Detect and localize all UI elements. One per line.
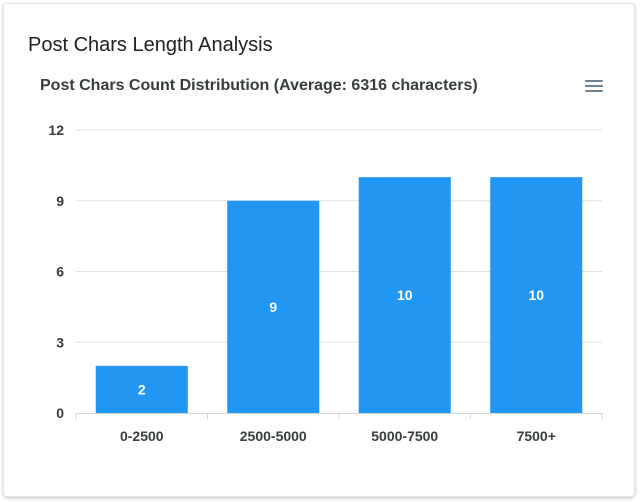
- y-tick-label: 3: [56, 334, 64, 350]
- y-tick-label: 6: [56, 264, 64, 280]
- y-tick-label: 0: [56, 405, 64, 421]
- chart-title: Post Chars Count Distribution (Average: …: [40, 77, 478, 94]
- bar[interactable]: [358, 177, 451, 413]
- hamburger-menu-icon[interactable]: [584, 78, 604, 94]
- y-tick-label: 12: [48, 122, 64, 138]
- x-tick-label: 0-2500: [120, 428, 164, 444]
- y-tick-label: 9: [56, 193, 64, 209]
- data-label: 2: [138, 381, 146, 397]
- bars: 2 9 10 10: [95, 177, 583, 413]
- y-axis: 0 3 6 9 12: [48, 122, 64, 421]
- x-tick-label: 5000-7500: [371, 428, 438, 444]
- x-tick-label: 7500+: [517, 428, 556, 444]
- bar[interactable]: [95, 365, 188, 413]
- x-axis: 0-2500 2500-5000 5000-7500 7500+: [75, 413, 603, 444]
- data-label: 10: [397, 287, 413, 303]
- data-label: 9: [269, 299, 277, 315]
- bar[interactable]: [490, 177, 583, 413]
- x-tick-label: 2500-5000: [240, 428, 307, 444]
- data-label: 10: [528, 287, 544, 303]
- card-title: Post Chars Length Analysis: [28, 34, 273, 56]
- bar[interactable]: [227, 200, 320, 413]
